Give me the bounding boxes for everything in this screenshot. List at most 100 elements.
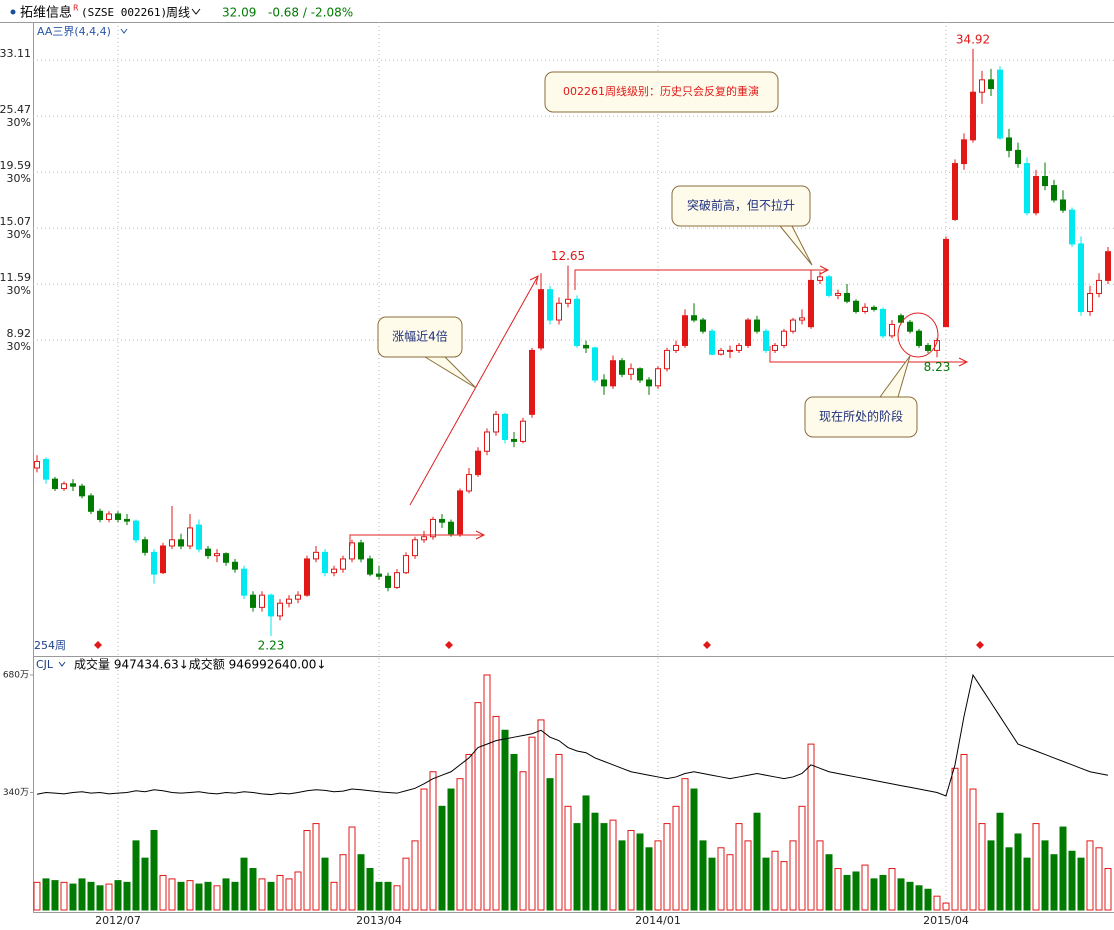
- volume-bar: [519, 771, 527, 911]
- volume-bar: [951, 767, 959, 911]
- volume-bar: [447, 788, 455, 911]
- candle-body: [1096, 279, 1102, 294]
- high-label: 34.92: [956, 32, 990, 46]
- candle-body: [808, 279, 814, 328]
- volume-tick-label: 340万: [3, 788, 29, 798]
- volume-bar: [1104, 868, 1112, 911]
- volume-bar: [1059, 826, 1067, 911]
- candle-body: [1060, 199, 1066, 211]
- candle-body: [817, 276, 823, 281]
- volume-bar: [114, 880, 122, 911]
- candle-body: [943, 238, 949, 328]
- candle-body: [223, 553, 229, 563]
- candle-body: [952, 163, 958, 220]
- period-chevron[interactable]: [191, 8, 201, 15]
- volume-bar: [474, 702, 482, 911]
- volume-bar: [897, 878, 905, 911]
- volume-bar: [672, 805, 680, 911]
- volume-bar: [753, 812, 761, 911]
- y-tick-label: 19.59: [0, 159, 31, 172]
- volume-bar: [1086, 840, 1094, 911]
- period-selector[interactable]: 周线: [166, 6, 190, 20]
- volume-bar: [501, 729, 509, 911]
- candle-body: [565, 298, 571, 304]
- candle-body: [970, 91, 976, 141]
- candle-body: [844, 292, 850, 302]
- volume-bar: [510, 753, 518, 911]
- volume-bar: [807, 743, 815, 911]
- volume-ma-line: [36, 673, 1109, 797]
- volume-bar: [933, 895, 941, 911]
- candle-body: [988, 79, 994, 89]
- candle-body: [394, 572, 400, 588]
- x-tick-label: 2012/07: [95, 914, 141, 927]
- volume-bar: [618, 840, 626, 911]
- volume-bar: [906, 881, 914, 911]
- candle-body: [151, 551, 157, 575]
- volume-bar: [771, 850, 779, 911]
- candle-body: [925, 344, 931, 351]
- volume-bar: [735, 823, 743, 911]
- volume-bar: [1050, 854, 1058, 911]
- volume-bar: [375, 881, 383, 911]
- volume-bar: [780, 861, 788, 911]
- volume-bar: [888, 868, 896, 911]
- candle-body: [691, 315, 697, 321]
- candle-body: [646, 379, 652, 387]
- x-tick-label: 2014/01: [635, 914, 681, 927]
- marks-layer: [33, 48, 1112, 911]
- stock-code: (SZSE 002261): [81, 6, 167, 19]
- volume-bar: [636, 833, 644, 911]
- candle-body: [871, 306, 877, 310]
- volume-bar: [402, 857, 410, 911]
- candle-body: [133, 520, 139, 541]
- stock-name: 拓维信息: [20, 5, 72, 21]
- candle-body: [1051, 185, 1057, 201]
- price-change: -0.68 / -2.08%: [268, 6, 353, 20]
- candle-body: [673, 344, 679, 351]
- volume-bar: [294, 871, 302, 911]
- volume-bar: [726, 854, 734, 911]
- volume-bar: [69, 883, 77, 911]
- volume-bar: [1068, 850, 1076, 911]
- candle-body: [205, 548, 211, 557]
- y-tick-step-label: 30%: [7, 228, 31, 241]
- candle-body: [790, 319, 796, 332]
- volume-bar: [609, 819, 617, 911]
- volume-legend: 成交量 947434.63↓成交额 946992640.00↓: [74, 657, 326, 672]
- volume-bar: [978, 823, 986, 911]
- volume-bar: [1023, 857, 1031, 911]
- volume-bar: [942, 902, 950, 911]
- volume-bar: [78, 878, 86, 911]
- volume-bar: [132, 840, 140, 911]
- volume-bar: [411, 840, 419, 911]
- candle-body: [862, 306, 868, 313]
- volume-bar: [546, 778, 554, 911]
- candle-body: [592, 347, 598, 381]
- candle-body: [529, 349, 535, 415]
- candle-body: [961, 139, 967, 165]
- volume-bar: [969, 788, 977, 911]
- candle-body: [313, 551, 319, 560]
- volume-bar: [663, 823, 671, 911]
- volume-bar: [879, 874, 887, 911]
- candle-body: [709, 330, 715, 355]
- candle-body: [583, 344, 589, 349]
- header-dot: [10, 9, 16, 15]
- volume-bar: [177, 881, 185, 911]
- candle-body: [34, 461, 40, 469]
- low-label: 8.23: [924, 360, 951, 374]
- candle-body: [169, 539, 175, 547]
- signal-diamond: [445, 641, 453, 649]
- volume-bar: [690, 788, 698, 911]
- candle-body: [97, 510, 103, 520]
- volume-bar: [87, 881, 95, 911]
- candle-body: [88, 495, 94, 512]
- indicator-chevron[interactable]: [120, 28, 128, 34]
- volume-bar: [438, 805, 446, 911]
- candle-body: [1006, 137, 1012, 151]
- volume-bar: [105, 883, 113, 911]
- level-arrow: [769, 346, 969, 367]
- volume-chevron[interactable]: [58, 661, 66, 667]
